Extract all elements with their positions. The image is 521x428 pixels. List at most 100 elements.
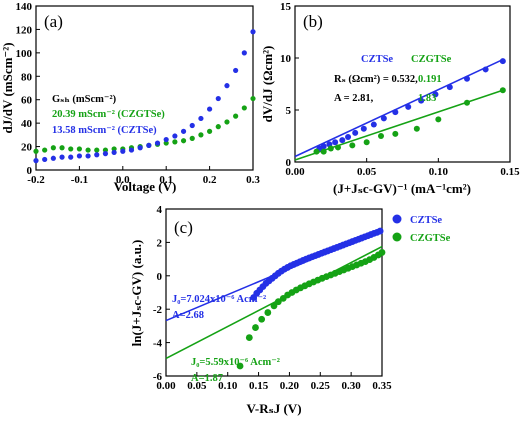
panel-a-point-czgtse [33,148,39,154]
panel-a-point-czgtse [172,139,178,145]
panel-a-point-cztse [233,67,239,74]
panel-a-ytick-label: 120 [16,24,33,36]
panel-a-annotation-gsh: Gₛₕ (mScm⁻²) [52,94,117,105]
panel-a-ytick-label: 80 [21,71,33,83]
panel-b-xtick-label: 0.10 [429,166,449,178]
panel-c-point-cztse [376,227,384,235]
panel-a-point-czgtse [224,119,230,125]
panel-a-xtick-label: 0.3 [246,174,260,186]
panel-a-point-cztse [241,50,247,56]
panel-b-label: (b) [303,12,323,31]
panel-b-point-cztse [418,97,425,104]
panel-a-label: (a) [44,12,63,31]
panel-c-legend-marker-czgtse [392,232,402,242]
panel-c-annotation-j0-cztse: J₀=7.024x10⁻⁶ Acm⁻² [172,294,266,305]
panel-c-point-czgtse [252,324,259,331]
panel-b-point-cztse [446,84,453,91]
panel-a-point-czgtse [68,146,74,152]
panel-a-xtick-label: -0.2 [27,174,45,186]
panel-b-point-czgtse [413,125,420,132]
panel-a-point-cztse [42,156,48,163]
panel-a-point-czgtse [207,128,213,134]
panel-c: 0.00 0.05 0.10 0.15 0.20 0.25 0.30 0.35 -6 -4 -2 0 2… [129,204,451,416]
panel-b-point-cztse [380,115,387,122]
panel-a-point-cztse [189,122,195,129]
panel-a-annotation-cztse: 13.58 mScm⁻² (CZTSe) [52,125,157,136]
panel-b-legend-cztse: CZTSe [361,54,393,65]
panel-b-point-cztse [499,58,506,65]
panel-a-ytick-label: 60 [21,95,33,107]
panel-b-point-czgtse [464,99,470,106]
panel-b-point-cztse [332,139,339,146]
panel-c-ytick-label: -4 [153,338,163,350]
panel-c-label: (c) [174,218,193,237]
panel-a-point-czgtse [59,145,65,151]
panel-c-xtick-label: 0.20 [280,380,300,392]
panel-a-point-czgtse [42,147,48,153]
panel-a-point-cztse [215,95,221,102]
panel-a-frame [35,5,254,171]
panel-a-point-czgtse [180,138,187,144]
panel-a-point-cztse [224,83,230,89]
panel-c-ytick-label: -6 [153,371,163,383]
panel-b-point-czgtse [378,133,384,139]
panel-a-point-cztse [198,115,204,122]
panel-c-ytick-label: 4 [157,204,163,216]
panel-c-xtick-label: 0.25 [311,380,331,392]
panel-b-point-czgtse [435,116,442,123]
panel-c-annotation-a-cztse: A=2.68 [172,310,204,321]
panel-a-ytick-label: 40 [21,118,33,130]
panel-b-point-cztse [339,137,346,144]
panel-c-ytick-label: 2 [157,237,163,249]
panel-a-point-cztse [163,136,169,143]
panel-a-point-czgtse [198,132,204,138]
panel-a-xlabel: Voltage (V) [114,179,177,194]
panel-a-point-cztse [128,147,135,153]
panel-a-point-cztse [59,154,65,160]
panel-a-point-czgtse [76,146,82,152]
panel-c-xtick-label: 0.30 [342,380,362,392]
panel-c-xtick-label: 0.15 [249,380,269,392]
panel-a-point-cztse [50,155,56,161]
panel-a: -0.2 -0.1 0.0 0.1 0.2 0.3 0 20 40 60 80 100 120 140 (… [0,1,260,194]
panel-b-point-czgtse [392,130,399,137]
panel-a-point-cztse [33,158,39,164]
panel-a-point-cztse [207,106,213,112]
panel-b-xtick-label: 0.05 [357,166,377,178]
panel-b-ytick-label: 10 [280,53,292,65]
panel-a-point-czgtse [189,135,195,141]
panel-a-xtick-label: 0.2 [203,174,217,186]
panel-c-point-czgtse [264,309,272,316]
panel-a-point-cztse [180,128,187,134]
panel-c-xtick-label: 0.00 [156,380,176,392]
panel-c-ytick-label: 0 [157,271,163,283]
panel-c-xtick-label: 0.35 [372,380,392,392]
panel-a-ytick-label: 0 [27,165,33,177]
panel-a-annotation-czgtse: 20.39 mScm⁻² (CZGTSe) [52,109,165,120]
panel-c-point-czgtse [270,302,278,310]
panel-b-xlabel: (J+Jₛc-GV)⁻¹ (mA⁻¹cm²) [333,181,471,196]
panel-c-point-czgtse [274,298,282,306]
panel-c-point-czgtse [245,334,253,341]
panel-b-point-czgtse [320,148,327,155]
panel-b-frame [294,5,511,163]
panel-b-legend-czgtse: CZGTSe [411,54,452,65]
panel-b-xtick-label: 0.00 [285,166,305,178]
panel-b-point-czgtse [499,87,506,94]
panel-b-point-cztse [464,75,470,82]
panel-a-ytick-label: 100 [16,48,33,60]
panel-a-point-cztse [172,133,178,139]
panel-b-fit-cztse [294,58,504,158]
panel-b-ytick-label: 5 [286,105,292,117]
panel-a-point-czgtse [94,147,100,153]
panel-a-xtick-label: 0.1 [159,174,173,186]
panel-b-annotation-rs: Rₛ (Ωcm²) = 0.532, [334,74,418,85]
panel-b-point-czgtse [313,148,320,155]
panel-a-point-cztse [250,29,256,35]
panel-b-annotation-a-czgtse: 1.83 [418,93,436,104]
panel-a-point-cztse [137,145,143,151]
panel-b-point-cztse [432,91,439,98]
panel-a-point-czgtse [233,113,239,119]
